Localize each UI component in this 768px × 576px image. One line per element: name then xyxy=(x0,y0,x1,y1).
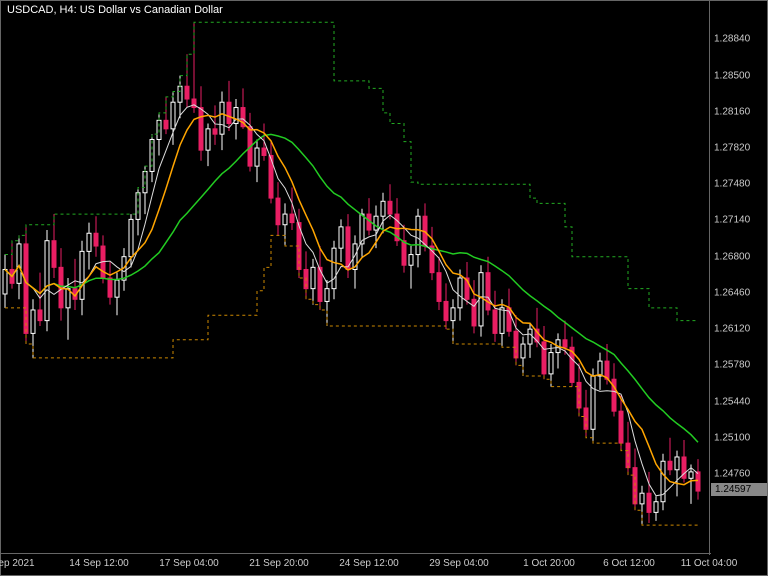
y-tick-label: 1.27480 xyxy=(714,179,750,190)
y-tick-label: 1.25100 xyxy=(714,432,750,443)
x-tick-label: 6 Oct 12:00 xyxy=(603,558,655,569)
plot-area[interactable] xyxy=(1,1,711,555)
y-tick-label: 1.27820 xyxy=(714,143,750,154)
y-tick-label: 1.25780 xyxy=(714,360,750,371)
x-tick-label: 14 Sep 12:00 xyxy=(69,558,129,569)
y-tick-label: 1.28160 xyxy=(714,106,750,117)
current-price-badge: 1.24597 xyxy=(711,483,767,496)
x-tick-label: 11 Oct 04:00 xyxy=(681,558,738,569)
y-tick-label: 1.24760 xyxy=(714,469,750,480)
x-tick-label: 24 Sep 12:00 xyxy=(339,558,399,569)
x-tick-label: 29 Sep 04:00 xyxy=(429,558,489,569)
y-tick-label: 1.27140 xyxy=(714,215,750,226)
y-tick-label: 1.28500 xyxy=(714,70,750,81)
y-tick-label: 1.26800 xyxy=(714,251,750,262)
x-axis: 9 Sep 2021 14 Sep 12:00 17 Sep 04:00 21 Sep… xyxy=(1,553,711,575)
candlestick-svg xyxy=(1,1,711,555)
chart-title: USDCAD, H4: US Dollar vs Canadian Dollar xyxy=(7,4,223,16)
y-tick-label: 1.28840 xyxy=(714,34,750,45)
x-tick-label: 1 Oct 20:00 xyxy=(523,558,575,569)
x-tick-label: 9 Sep 2021 xyxy=(0,558,35,569)
x-tick-label: 17 Sep 04:00 xyxy=(159,558,219,569)
chart-container[interactable]: USDCAD, H4: US Dollar vs Canadian Dollar… xyxy=(0,0,768,576)
y-tick-label: 1.26460 xyxy=(714,287,750,298)
y-tick-label: 1.26120 xyxy=(714,324,750,335)
y-axis: 1.28840 1.28500 1.28160 1.27820 1.27480 1.271… xyxy=(709,1,767,555)
y-tick-label: 1.25440 xyxy=(714,396,750,407)
x-tick-label: 21 Sep 20:00 xyxy=(249,558,309,569)
